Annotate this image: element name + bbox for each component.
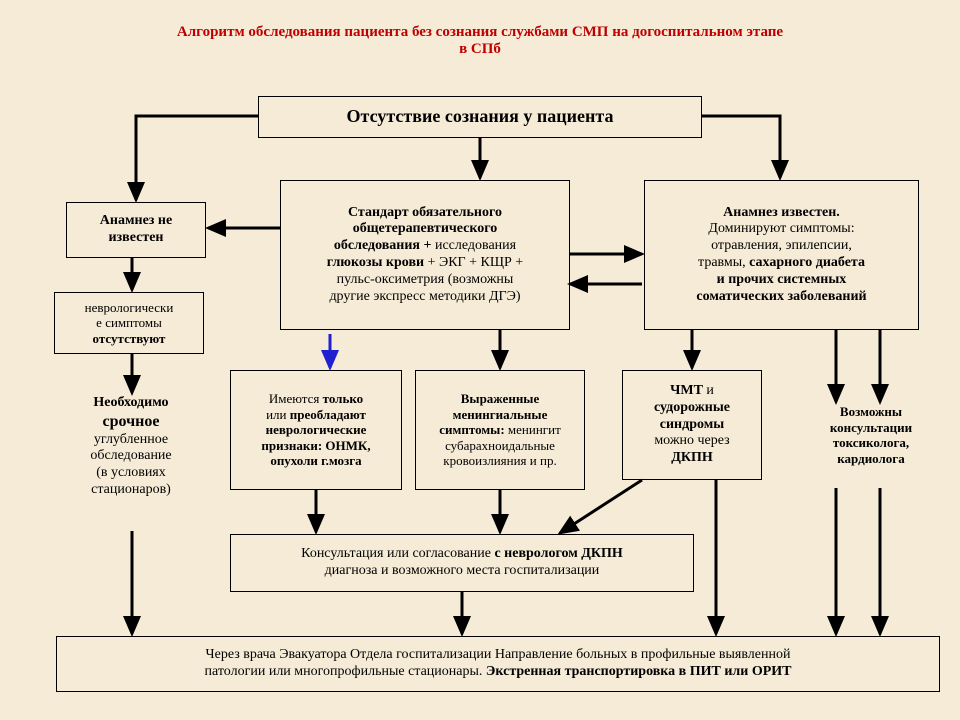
node-urgent-exam: Необходимосрочноеуглубленноеобследование… <box>56 395 206 531</box>
title-line1: Алгоритм обследования пациента без созна… <box>177 24 783 40</box>
node-anamnez-known: Анамнез известен.Доминируют симптомы:отр… <box>644 180 919 330</box>
node-standard-exam: Стандарт обязательногообщетерапевтическо… <box>280 180 570 330</box>
node-chmt: ЧМТ исудорожныесиндромыможно черезДКПН <box>622 370 762 480</box>
node-root: Отсутствие сознания у пациента <box>258 96 702 138</box>
node-final-transport: Через врача Эвакуатора Отдела госпитализ… <box>56 636 940 692</box>
node-onmk: Имеются толькоили преобладаютневрологиче… <box>230 370 402 490</box>
page-title: Алгоритм обследования пациента без созна… <box>20 24 940 58</box>
node-anamnez-unknown: Анамнез неизвестен <box>66 202 206 258</box>
node-meningial: Выраженныеменингиальныесимптомы: менинги… <box>415 370 585 490</box>
node-toxicologist: Возможныконсультациитоксиколога,кардиоло… <box>796 404 946 488</box>
node-consult-dkpn: Консультация или согласование с невролог… <box>230 534 694 592</box>
node-neuro-absent: неврологические симптомыотсутствуют <box>54 292 204 354</box>
title-line2: в СПб <box>459 41 501 57</box>
